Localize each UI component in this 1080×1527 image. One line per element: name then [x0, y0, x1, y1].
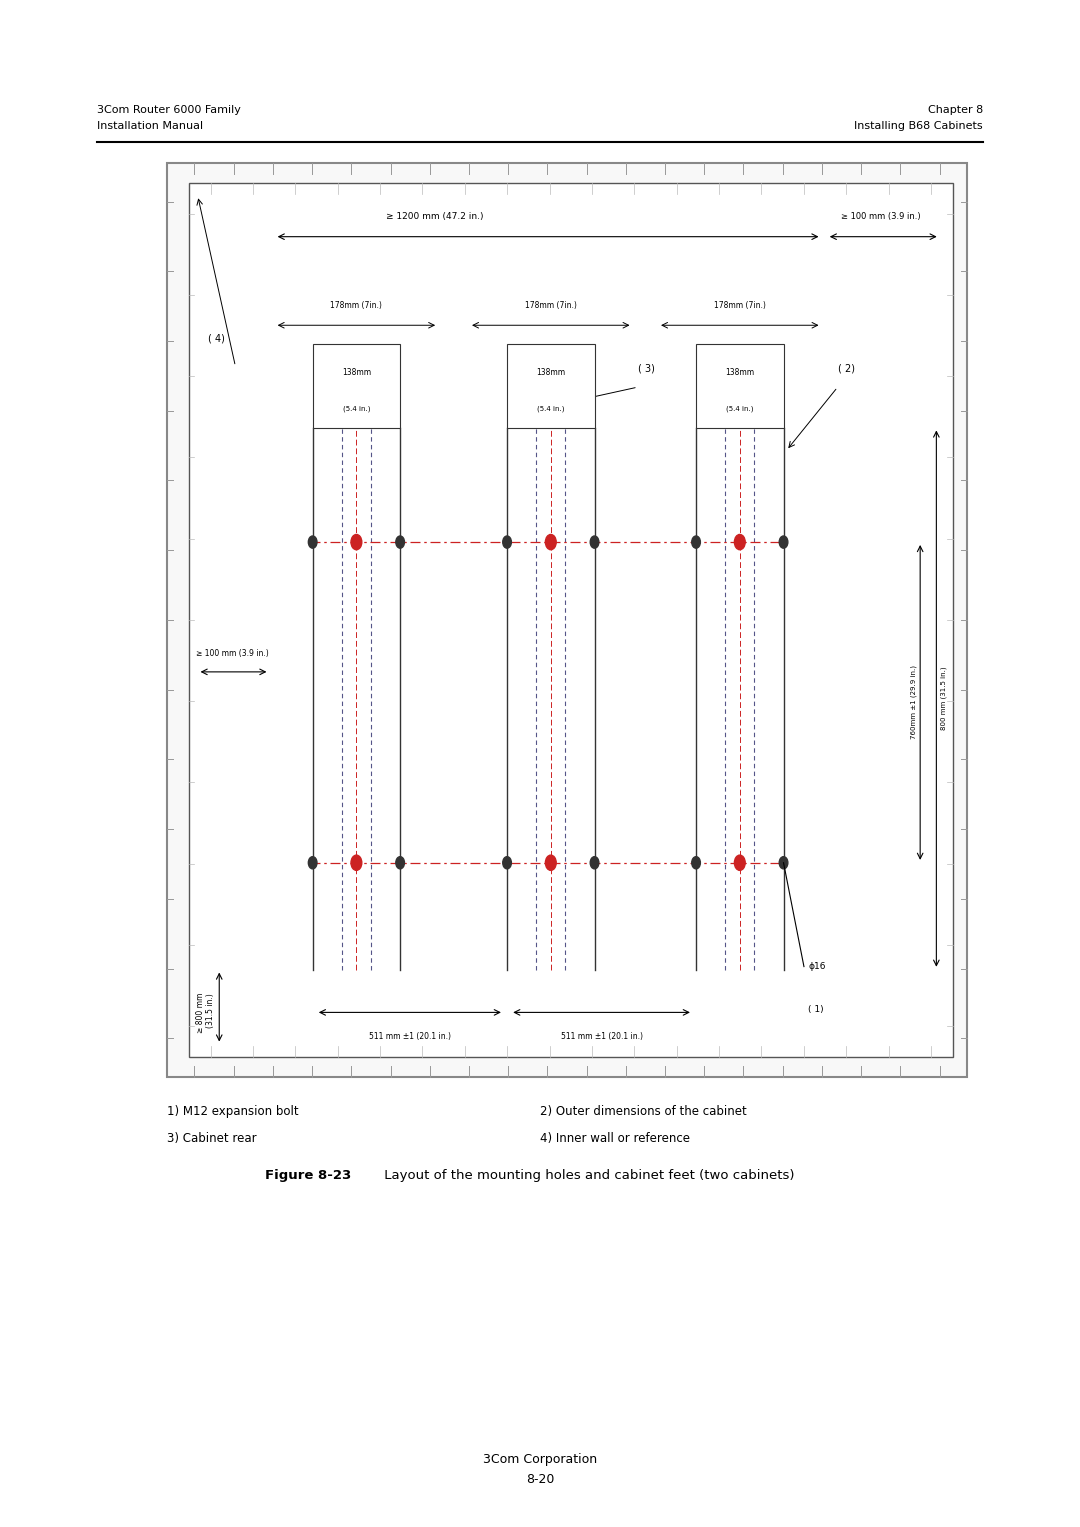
- Bar: [167, 163, 967, 1077]
- Circle shape: [351, 855, 362, 870]
- Text: Installation Manual: Installation Manual: [97, 121, 203, 131]
- Circle shape: [395, 536, 405, 548]
- Text: 800 mm (31.5 in.): 800 mm (31.5 in.): [941, 667, 947, 730]
- Text: 178mm (7in.): 178mm (7in.): [330, 301, 382, 310]
- Text: 138mm: 138mm: [726, 368, 754, 377]
- Text: 3) Cabinet rear: 3) Cabinet rear: [167, 1132, 257, 1145]
- Text: ( 3): ( 3): [638, 363, 654, 374]
- Text: ≥ 100 mm (3.9 in.): ≥ 100 mm (3.9 in.): [195, 649, 268, 658]
- Bar: [189, 183, 953, 1057]
- Text: (5.4 in.): (5.4 in.): [342, 406, 370, 412]
- Text: 138mm: 138mm: [342, 368, 370, 377]
- Text: 2) Outer dimensions of the cabinet: 2) Outer dimensions of the cabinet: [540, 1104, 746, 1118]
- Bar: [508, 344, 594, 428]
- Text: 760mm ±1 (29.9 in.): 760mm ±1 (29.9 in.): [910, 666, 917, 739]
- Text: 4) Inner wall or reference: 4) Inner wall or reference: [540, 1132, 690, 1145]
- Bar: [697, 344, 784, 428]
- Text: Chapter 8: Chapter 8: [928, 104, 983, 115]
- Circle shape: [734, 534, 745, 550]
- Text: Figure 8-23: Figure 8-23: [265, 1168, 351, 1182]
- Text: 3Com Router 6000 Family: 3Com Router 6000 Family: [97, 104, 241, 115]
- Text: ( 4): ( 4): [208, 334, 226, 344]
- Text: 511 mm ±1 (20.1 in.): 511 mm ±1 (20.1 in.): [561, 1032, 643, 1041]
- Circle shape: [503, 536, 512, 548]
- Text: 178mm (7in.): 178mm (7in.): [525, 301, 577, 310]
- Text: Layout of the mounting holes and cabinet feet (two cabinets): Layout of the mounting holes and cabinet…: [380, 1168, 795, 1182]
- Circle shape: [351, 534, 362, 550]
- Circle shape: [692, 857, 701, 869]
- Text: ≥ 100 mm (3.9 in.): ≥ 100 mm (3.9 in.): [840, 212, 920, 221]
- Circle shape: [590, 857, 598, 869]
- Circle shape: [780, 536, 788, 548]
- Text: (5.4 in.): (5.4 in.): [537, 406, 565, 412]
- Text: ( 1): ( 1): [808, 1005, 824, 1014]
- Text: 3Com Corporation: 3Com Corporation: [483, 1452, 597, 1466]
- Circle shape: [780, 857, 788, 869]
- Circle shape: [545, 855, 556, 870]
- Circle shape: [503, 857, 512, 869]
- Text: 178mm (7in.): 178mm (7in.): [714, 301, 766, 310]
- Circle shape: [734, 855, 745, 870]
- Circle shape: [590, 536, 598, 548]
- Circle shape: [309, 857, 318, 869]
- Text: 511 mm ±1 (20.1 in.): 511 mm ±1 (20.1 in.): [369, 1032, 450, 1041]
- Text: (5.4 in.): (5.4 in.): [726, 406, 754, 412]
- Circle shape: [309, 536, 318, 548]
- Text: 138mm: 138mm: [537, 368, 565, 377]
- Text: 8-20: 8-20: [526, 1472, 554, 1486]
- Text: ≥ 1200 mm (47.2 in.): ≥ 1200 mm (47.2 in.): [386, 212, 483, 221]
- Text: ϕ16: ϕ16: [808, 962, 826, 971]
- Text: Installing B68 Cabinets: Installing B68 Cabinets: [854, 121, 983, 131]
- Text: ≥ 800 mm
(31.5 in.): ≥ 800 mm (31.5 in.): [195, 993, 215, 1034]
- Circle shape: [692, 536, 701, 548]
- Circle shape: [395, 857, 405, 869]
- Text: ( 2): ( 2): [838, 363, 854, 374]
- Bar: [313, 344, 401, 428]
- Circle shape: [545, 534, 556, 550]
- Text: 1) M12 expansion bolt: 1) M12 expansion bolt: [167, 1104, 299, 1118]
